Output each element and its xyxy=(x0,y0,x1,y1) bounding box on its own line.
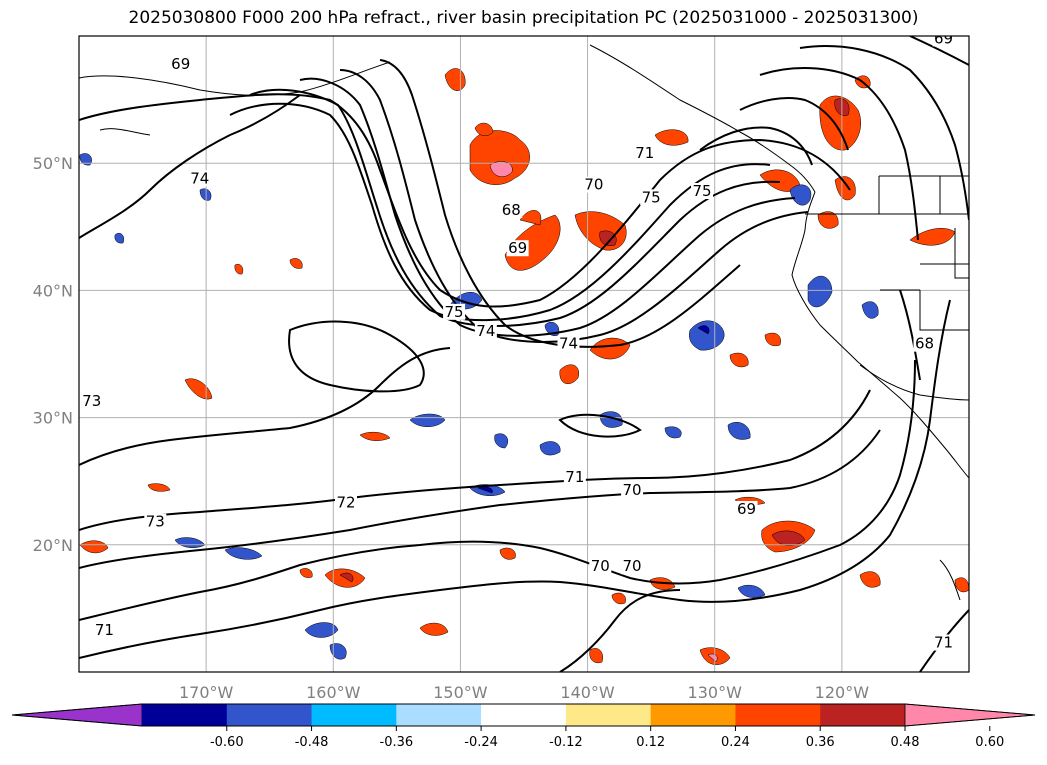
contour-label: 71 xyxy=(934,634,953,652)
colorbar-segment xyxy=(650,704,736,726)
contour-label-bg xyxy=(188,170,211,187)
colorbar-segment xyxy=(735,704,821,726)
lat-label: 50°N xyxy=(33,154,73,173)
colorbar-segment xyxy=(481,704,567,726)
contour-label-bg xyxy=(913,335,936,352)
refractivity-contours xyxy=(79,36,969,672)
colorbar-tick-label: 0.48 xyxy=(891,735,920,750)
colorbar-outline xyxy=(11,703,1036,727)
contour-label-bg xyxy=(557,335,580,352)
contour-label: 68 xyxy=(915,335,934,353)
colorbar-segment xyxy=(142,704,228,726)
contour-label-bg xyxy=(506,240,529,257)
lat-label: 20°N xyxy=(33,536,73,555)
contour-label-bg xyxy=(932,634,955,651)
lon-label: 150°W xyxy=(433,683,488,702)
contour-label-bg xyxy=(144,513,167,530)
contour-label: 68 xyxy=(502,201,521,219)
colorbar xyxy=(11,703,1036,727)
contour-label: 69 xyxy=(508,239,527,257)
colorbar-ticks: -0.60 -0.48 -0.36 -0.24 -0.12 0.12 0.24 0.36 0.4… xyxy=(210,726,1004,750)
colorbar-tick-label: -0.36 xyxy=(380,735,414,750)
contour-label: 71 xyxy=(565,468,584,486)
coastline xyxy=(79,44,969,601)
colorbar-extend-low xyxy=(11,703,143,727)
contour-label-bg xyxy=(691,183,713,199)
colorbar-tick-label: -0.24 xyxy=(464,735,498,750)
contour-label: 75 xyxy=(692,182,711,200)
contour-label: 74 xyxy=(559,335,578,353)
contour-label-bg xyxy=(169,55,192,72)
contour-label-bg xyxy=(589,558,612,575)
contour-label-bg xyxy=(932,36,955,47)
contour-label-bg xyxy=(621,558,644,575)
lon-label: 170°W xyxy=(179,683,234,702)
latitude-labels: 50°N 40°N 30°N 20°N xyxy=(33,154,73,555)
contour-label-bg xyxy=(563,469,586,486)
contour-label: 75 xyxy=(445,303,464,321)
map-title: 2025030800 F000 200 hPa refract., river … xyxy=(128,8,919,28)
colorbar-tick-label: 0.36 xyxy=(806,735,835,750)
contour-label-bg xyxy=(633,144,656,161)
colorbar-tick-label: 0.60 xyxy=(975,735,1004,750)
contour-label: 75 xyxy=(642,188,661,206)
contour-label: 74 xyxy=(190,169,209,187)
contour-label-bg xyxy=(621,481,644,498)
colorbar-segment xyxy=(311,704,397,726)
contour-label-bg xyxy=(93,621,116,638)
map-frame xyxy=(78,35,970,673)
contour-label: 72 xyxy=(336,494,355,512)
contour-labels: 69 74 75 74 74 73 73 72 71 71 70 70 70 69 68 69 70 71 75 75… xyxy=(80,29,955,652)
contour-label: 70 xyxy=(591,557,610,575)
colorbar-tick-label: 0.12 xyxy=(636,735,665,750)
contour-label: 69 xyxy=(934,29,953,47)
colorbar-segment xyxy=(565,704,652,726)
contour-label-bg xyxy=(735,501,758,517)
contour-label: 71 xyxy=(95,621,114,639)
map-area[interactable]: 69 74 75 74 74 73 73 72 71 71 70 70 70 69 68 69 70 71 75 75… xyxy=(79,29,969,672)
colorbar-segment xyxy=(226,704,313,726)
contour-label-bg xyxy=(80,392,103,409)
contour-label-bg xyxy=(443,303,466,320)
lon-label: 140°W xyxy=(560,683,615,702)
contour-label-bg xyxy=(582,176,605,193)
contour-label-bg xyxy=(474,322,497,339)
contour-label-bg xyxy=(640,189,663,206)
colorbar-tick-label: -0.48 xyxy=(295,735,329,750)
lat-lon-grid xyxy=(79,36,969,672)
colorbar-tick-label: -0.60 xyxy=(210,735,244,750)
contour-label: 73 xyxy=(82,392,101,410)
lat-label: 30°N xyxy=(33,409,73,428)
contour-label: 69 xyxy=(171,55,190,73)
contour-label: 70 xyxy=(623,481,642,499)
colorbar-tick-label: -0.12 xyxy=(549,735,583,750)
contour-label: 69 xyxy=(737,500,756,518)
colorbar-segment xyxy=(820,704,906,726)
colorbar-extend-high xyxy=(904,703,1036,727)
lat-label: 40°N xyxy=(33,281,73,300)
lon-label: 160°W xyxy=(306,683,361,702)
contour-label: 71 xyxy=(635,144,654,162)
contour-label: 70 xyxy=(584,176,603,194)
lon-label: 120°W xyxy=(815,683,870,702)
contour-label: 74 xyxy=(476,322,495,340)
colorbar-tick-label: 0.24 xyxy=(721,735,750,750)
colorbar-segment xyxy=(396,704,482,726)
contour-label: 70 xyxy=(623,557,642,575)
contour-label-bg xyxy=(335,494,357,511)
lon-label: 130°W xyxy=(688,683,743,702)
contour-label: 73 xyxy=(146,513,165,531)
longitude-labels: 170°W 160°W 150°W 140°W 130°W 120°W xyxy=(179,683,869,702)
contour-label-bg xyxy=(500,202,523,219)
